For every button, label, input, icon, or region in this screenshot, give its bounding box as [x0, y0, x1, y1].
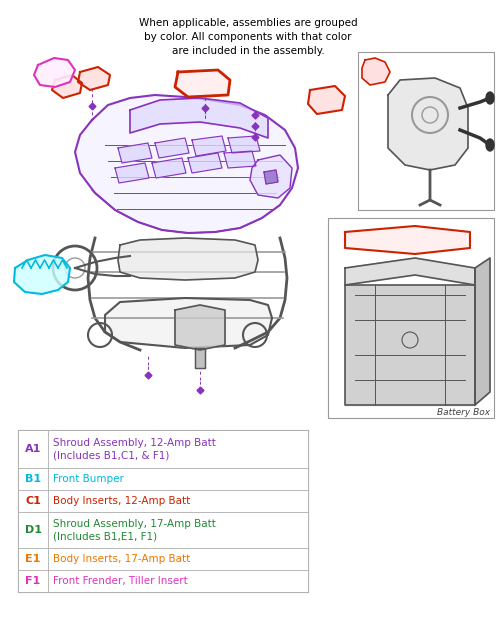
Polygon shape: [224, 151, 256, 168]
Bar: [18, 512, 48, 548]
Bar: [358, 52, 494, 210]
Polygon shape: [118, 238, 258, 280]
Bar: [18, 490, 48, 512]
Polygon shape: [195, 348, 205, 368]
Bar: [18, 570, 48, 592]
Bar: [48, 548, 308, 570]
Polygon shape: [52, 75, 82, 98]
Text: F1: F1: [26, 576, 40, 586]
Polygon shape: [75, 95, 298, 233]
Text: When applicable, assemblies are grouped
by color. All components with that color: When applicable, assemblies are grouped …: [138, 18, 358, 56]
Text: C1: C1: [25, 496, 41, 506]
Polygon shape: [345, 226, 470, 254]
Polygon shape: [14, 255, 70, 294]
Bar: [18, 430, 48, 468]
Text: Shroud Assembly, 17-Amp Batt
(Includes B1,E1, F1): Shroud Assembly, 17-Amp Batt (Includes B…: [53, 518, 216, 541]
Polygon shape: [228, 136, 260, 153]
Text: A1: A1: [25, 444, 41, 454]
Polygon shape: [115, 163, 149, 183]
Polygon shape: [152, 158, 186, 178]
Polygon shape: [264, 170, 278, 184]
Polygon shape: [175, 305, 225, 350]
Polygon shape: [250, 155, 292, 198]
Bar: [48, 430, 308, 468]
Polygon shape: [105, 298, 272, 348]
Polygon shape: [192, 136, 226, 156]
Text: Shroud Assembly, 12-Amp Batt
(Includes B1,C1, & F1): Shroud Assembly, 12-Amp Batt (Includes B…: [53, 437, 216, 460]
Text: Front Frender, Tiller Insert: Front Frender, Tiller Insert: [53, 576, 188, 586]
Ellipse shape: [486, 92, 494, 104]
Bar: [48, 512, 308, 548]
Polygon shape: [175, 70, 230, 97]
Ellipse shape: [486, 139, 494, 151]
Text: Body Inserts, 17-Amp Batt: Body Inserts, 17-Amp Batt: [53, 554, 190, 564]
Polygon shape: [345, 285, 475, 405]
Polygon shape: [362, 58, 390, 85]
Text: D1: D1: [24, 525, 42, 535]
Text: Battery Box: Battery Box: [437, 408, 490, 417]
Bar: [48, 490, 308, 512]
Polygon shape: [118, 143, 152, 163]
Bar: [48, 468, 308, 490]
Polygon shape: [308, 86, 345, 114]
Polygon shape: [78, 67, 110, 90]
Text: E1: E1: [26, 554, 40, 564]
Polygon shape: [388, 78, 468, 170]
Bar: [18, 468, 48, 490]
Bar: [48, 570, 308, 592]
Text: Body Inserts, 12-Amp Batt: Body Inserts, 12-Amp Batt: [53, 496, 190, 506]
Polygon shape: [188, 153, 222, 173]
Text: Front Bumper: Front Bumper: [53, 474, 124, 484]
Polygon shape: [155, 138, 189, 158]
Polygon shape: [130, 98, 268, 138]
Polygon shape: [475, 258, 490, 405]
Polygon shape: [345, 258, 475, 285]
Polygon shape: [34, 58, 75, 87]
Text: B1: B1: [25, 474, 41, 484]
Bar: [18, 548, 48, 570]
Bar: [18, 430, 308, 592]
Bar: [328, 218, 494, 418]
